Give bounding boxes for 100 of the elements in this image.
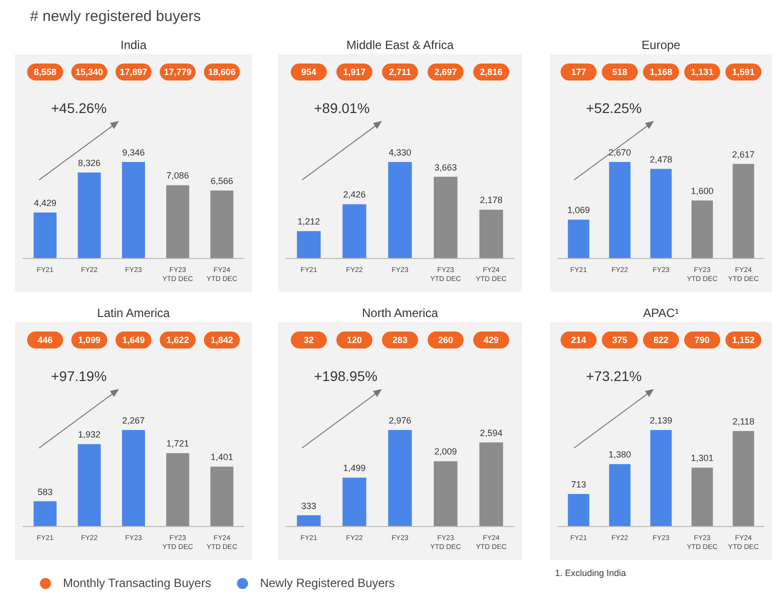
bar <box>342 478 366 526</box>
bar <box>434 461 458 526</box>
bar <box>650 430 672 526</box>
bar <box>609 464 631 526</box>
bar <box>568 494 590 526</box>
bar <box>34 212 57 258</box>
data-label: 1,649 <box>122 335 145 345</box>
chart-title: Europe <box>642 38 681 52</box>
data-label: 2,118 <box>732 416 754 426</box>
data-label: 1,131 <box>690 67 714 77</box>
data-label: 17,897 <box>120 67 148 77</box>
bar <box>34 501 57 526</box>
data-label: 7,086 <box>166 170 189 181</box>
text: # newly registered buyers <box>30 8 201 25</box>
text: +89.01% <box>314 100 370 116</box>
data-label: 18,606 <box>208 67 236 77</box>
data-label: 283 <box>392 335 408 345</box>
data-label: 177 <box>571 67 586 77</box>
data-label: 1,099 <box>78 335 101 345</box>
bar <box>166 185 190 258</box>
bar <box>78 172 101 258</box>
data-label: 2,711 <box>388 67 412 77</box>
data-label: 8,558 <box>34 67 56 77</box>
data-label: 446 <box>38 335 53 345</box>
bar <box>479 442 504 526</box>
text: 1. Excluding India <box>555 568 626 578</box>
bar <box>122 430 145 526</box>
data-label: 260 <box>438 335 454 345</box>
bar <box>342 204 366 258</box>
data-label: 1,917 <box>343 67 366 77</box>
chart-title: North America <box>362 306 438 320</box>
bar <box>388 162 412 258</box>
data-label: 333 <box>301 500 316 511</box>
bar <box>296 515 321 526</box>
bar <box>609 162 631 258</box>
legend-label: Monthly Transacting Buyers <box>63 576 212 590</box>
bar <box>434 176 458 258</box>
bar <box>388 430 412 526</box>
data-label: 8,326 <box>78 158 101 168</box>
bar <box>210 466 234 526</box>
data-label: 2,267 <box>122 416 145 426</box>
data-label: 6,566 <box>210 176 234 186</box>
data-label: 120 <box>346 335 362 345</box>
bar <box>122 162 145 258</box>
data-label: 790 <box>694 335 710 345</box>
data-label: 429 <box>484 335 499 345</box>
bar <box>732 430 754 526</box>
data-label: 1,069 <box>567 205 590 216</box>
text: +45.26% <box>51 100 107 116</box>
text: +73.21% <box>586 368 642 384</box>
data-label: 2,976 <box>388 416 412 426</box>
bar <box>732 164 754 258</box>
chart-title: Middle East & Africa <box>346 38 454 52</box>
data-label: 1,380 <box>608 450 632 460</box>
data-label: 518 <box>612 67 628 77</box>
data-label: 1,401 <box>210 452 234 462</box>
bar <box>691 200 713 258</box>
bar <box>568 220 590 258</box>
data-label: 822 <box>653 335 669 345</box>
data-label: 2,617 <box>732 149 755 160</box>
data-label: 2,670 <box>608 148 632 158</box>
data-label: 2,426 <box>343 190 366 200</box>
data-label: 2,594 <box>480 428 502 438</box>
data-label: 1,212 <box>298 216 320 227</box>
bar <box>78 444 101 526</box>
data-label: 9,346 <box>122 148 145 158</box>
data-label: 32 <box>304 335 314 345</box>
chart-title: Latin America <box>97 306 170 320</box>
data-label: 4,429 <box>34 198 56 208</box>
text: +97.19% <box>51 368 107 384</box>
data-label: 17,779 <box>164 67 192 77</box>
legend-label: Newly Registered Buyers <box>260 576 395 590</box>
chart-title: APAC¹ <box>643 306 679 320</box>
data-label: 2,697 <box>434 67 457 77</box>
chart-title: India <box>120 38 147 52</box>
data-label: 1,152 <box>732 335 755 345</box>
bar <box>650 168 672 258</box>
data-label: 2,139 <box>650 416 672 426</box>
data-label: 1,591 <box>732 67 755 77</box>
data-label: 4,330 <box>388 148 412 158</box>
data-label: 2,816 <box>480 67 502 77</box>
data-label: 1,600 <box>690 186 714 196</box>
data-label: 15,340 <box>76 67 104 77</box>
data-label: 1,721 <box>166 438 189 449</box>
data-label: 3,663 <box>434 162 457 172</box>
data-label: 375 <box>612 335 628 345</box>
data-label: 2,478 <box>650 154 672 164</box>
data-label: 1,301 <box>690 453 714 464</box>
data-label: 2,009 <box>434 446 457 457</box>
data-label: 1,842 <box>210 335 234 345</box>
data-label: 214 <box>571 335 586 345</box>
data-label: 1,168 <box>650 67 672 77</box>
text: +52.25% <box>586 100 642 116</box>
data-label: 1,932 <box>78 430 101 440</box>
data-label: 1,622 <box>166 335 189 345</box>
data-label: 2,178 <box>480 195 502 206</box>
bar <box>210 190 234 258</box>
data-label: 583 <box>38 486 53 497</box>
data-label: 1,499 <box>343 463 366 474</box>
bar <box>479 210 504 258</box>
